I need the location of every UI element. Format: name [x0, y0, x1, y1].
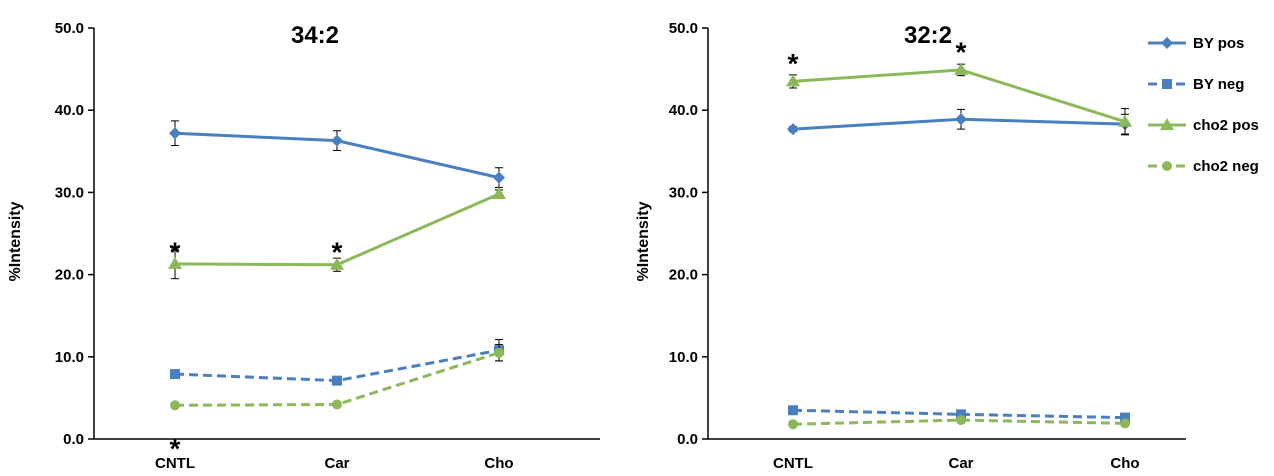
data-point [169, 127, 181, 140]
series-by-pos [169, 120, 505, 188]
legend: BY pos BY neg cho2 pos cho2 neg [1148, 35, 1259, 175]
data-point [1120, 418, 1130, 429]
y-tick-label: 40.0 [669, 102, 698, 119]
series-cho2-pos [786, 62, 1132, 136]
y-tick-label: 50.0 [669, 20, 698, 37]
significance-marker: * [170, 433, 181, 464]
data-point [494, 347, 504, 358]
legend-label: BY pos [1193, 35, 1244, 52]
legend-marker [1160, 118, 1174, 130]
legend-label: BY neg [1193, 76, 1244, 93]
y-tick-label: 20.0 [669, 267, 698, 284]
significance-marker: * [788, 48, 799, 79]
x-tick-label: Cho [1110, 455, 1139, 472]
legend-marker [1162, 79, 1172, 89]
chart-panel-1: 0.0 10.0 20.0 30.0 40.0 50.0 CNTL Car Cho 34:2 %In… [7, 20, 600, 472]
y-tick-label: 30.0 [55, 184, 84, 201]
chart-title: 34:2 [291, 22, 339, 49]
y-tick-label: 10.0 [669, 349, 698, 366]
y-tick-label: 0.0 [63, 431, 84, 448]
data-point [332, 399, 342, 410]
y-tick-label: 10.0 [55, 349, 84, 366]
data-point [332, 375, 342, 386]
x-tick-label: CNTL [155, 455, 195, 472]
data-point [170, 369, 180, 380]
series-line [792, 68, 1126, 124]
data-point [168, 256, 182, 269]
legend-label: cho2 neg [1193, 158, 1259, 175]
significance-marker: * [332, 236, 343, 267]
y-axis-label: %Intensity [7, 201, 24, 281]
data-point [955, 113, 967, 126]
data-point [170, 400, 180, 411]
data-point [786, 74, 800, 87]
series-cho2-neg [170, 343, 504, 411]
x-tick-label: Cho [484, 455, 513, 472]
series-cho2-pos [168, 187, 506, 280]
y-tick-label: 40.0 [55, 102, 84, 119]
data-point [956, 415, 966, 426]
y-tick-label: 20.0 [55, 267, 84, 284]
data-point [956, 409, 966, 420]
data-point [787, 123, 799, 136]
data-point [1118, 114, 1132, 127]
y-tick-label: 50.0 [55, 20, 84, 37]
data-point [330, 257, 344, 270]
x-tick-label: Car [948, 455, 973, 472]
x-tick-label: Car [324, 455, 349, 472]
series-by-neg [170, 339, 504, 386]
data-point [493, 171, 505, 184]
y-axis-label: %Intensity [635, 201, 652, 281]
legend-marker [1161, 37, 1173, 49]
data-point [1120, 412, 1130, 423]
data-point [492, 187, 506, 200]
data-point [331, 134, 343, 147]
legend-label: cho2 pos [1193, 117, 1259, 134]
data-point [788, 405, 798, 416]
y-tick-label: 30.0 [669, 184, 698, 201]
series-by-pos [787, 108, 1131, 136]
x-tick-label: CNTL [773, 455, 813, 472]
chart-title: 32:2 [904, 22, 952, 49]
series-cho2-neg [788, 415, 1130, 430]
significance-marker: * [956, 37, 967, 68]
data-point [954, 62, 968, 75]
significance-marker: * [170, 236, 181, 267]
chart-panel-2: 0.0 10.0 20.0 30.0 40.0 50.0 CNTL Car Cho 32:2 %In… [635, 20, 1259, 472]
data-point [788, 419, 798, 430]
y-tick-label: 0.0 [677, 431, 698, 448]
legend-marker [1162, 161, 1172, 171]
